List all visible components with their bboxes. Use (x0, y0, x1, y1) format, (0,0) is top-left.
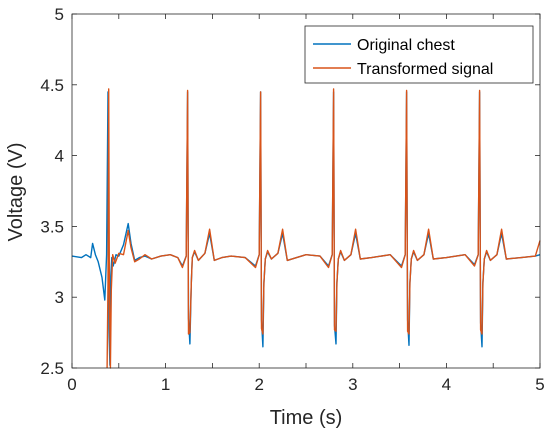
y-tick-label: 3 (55, 288, 64, 307)
y-tick-label: 2.5 (40, 359, 64, 378)
legend-box (304, 25, 534, 84)
y-axis-title: Voltage (V) (5, 143, 27, 242)
y-tick-label: 5 (55, 5, 64, 24)
legend: Original chest Transformed signal (304, 25, 534, 84)
x-tick-label: 1 (161, 375, 170, 394)
y-tick-label: 3.5 (40, 217, 64, 236)
tick-layer: 0 1 2 3 4 5 2.5 3 3.5 4 4.5 5 (40, 5, 544, 394)
x-tick-label: 4 (442, 375, 451, 394)
x-tick-label: 5 (535, 375, 544, 394)
y-tick-label: 4.5 (40, 76, 64, 95)
y-tick-label: 4 (55, 147, 64, 166)
x-axis-title: Time (s) (270, 407, 343, 429)
series-line-transformed-signal (106, 88, 541, 369)
x-tick-label: 0 (67, 375, 76, 394)
x-tick-label: 2 (254, 375, 263, 394)
legend-label-original-chest: Original chest (357, 37, 455, 54)
x-tick-label: 3 (348, 375, 357, 394)
legend-label-transformed-signal: Transformed signal (357, 61, 493, 78)
